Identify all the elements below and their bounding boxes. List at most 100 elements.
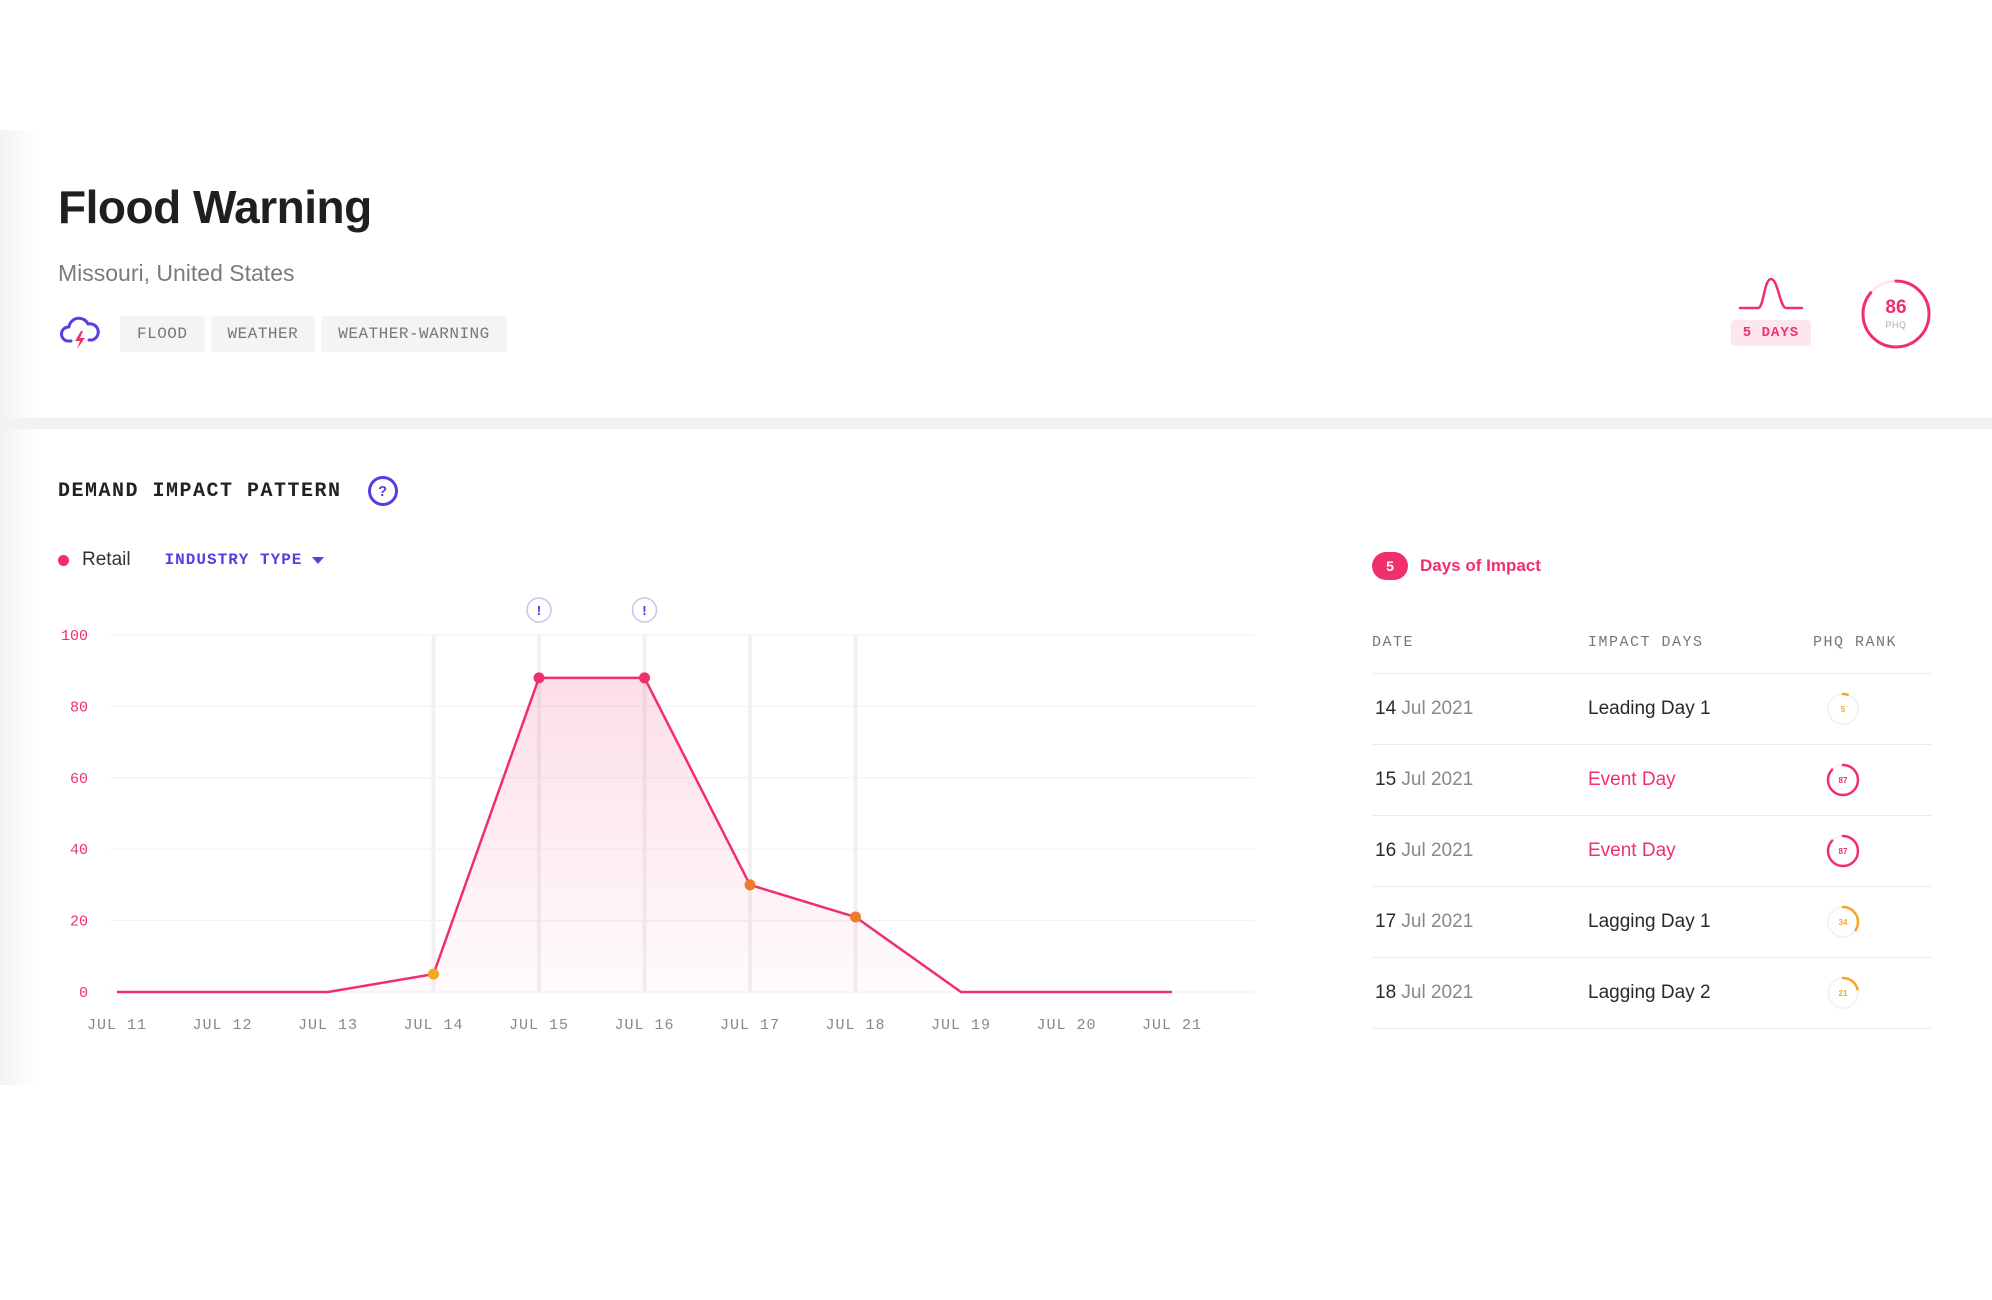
data-point bbox=[850, 911, 861, 923]
date-month-year: Jul 2021 bbox=[1401, 982, 1474, 1003]
tag-weather[interactable]: WEATHER bbox=[210, 316, 316, 352]
date-day: 18 bbox=[1375, 982, 1397, 1003]
series-area bbox=[117, 677, 1172, 992]
tag-flood[interactable]: FLOOD bbox=[120, 316, 205, 352]
column-phq-rank: PHQ RANK bbox=[1813, 634, 1898, 651]
date-month-year: Jul 2021 bbox=[1401, 911, 1474, 932]
date-month-year: Jul 2021 bbox=[1401, 840, 1474, 861]
row-date: 14 Jul 2021 bbox=[1372, 698, 1588, 720]
data-point bbox=[428, 968, 439, 980]
data-point bbox=[533, 672, 545, 684]
date-day: 14 bbox=[1375, 698, 1397, 719]
industry-type-dropdown[interactable]: INDUSTRY TYPE bbox=[165, 551, 325, 569]
x-tick-label: JUL 17 bbox=[720, 1017, 780, 1034]
x-tick-label: JUL 14 bbox=[403, 1017, 463, 1034]
phq-value: 86 bbox=[1885, 297, 1907, 318]
sparkline-icon bbox=[1738, 277, 1804, 310]
x-tick-label: JUL 16 bbox=[614, 1017, 674, 1034]
row-phq-rank: 34 bbox=[1813, 904, 1932, 940]
x-tick-label: JUL 18 bbox=[825, 1017, 885, 1034]
data-point bbox=[744, 879, 756, 891]
phq-rank-value: 87 bbox=[1839, 847, 1848, 856]
y-tick-label: 100 bbox=[61, 628, 88, 645]
x-tick-label: JUL 21 bbox=[1142, 1017, 1202, 1034]
y-tick-label: 60 bbox=[70, 771, 88, 788]
row-impact-day: Event Day bbox=[1588, 769, 1676, 790]
phq-rank-value: 21 bbox=[1839, 989, 1848, 998]
section-header: DEMAND IMPACT PATTERN ? bbox=[58, 476, 398, 506]
row-date: 17 Jul 2021 bbox=[1372, 911, 1588, 933]
section-divider bbox=[0, 418, 1992, 429]
row-date: 15 Jul 2021 bbox=[1372, 769, 1588, 791]
phq-rank-ring: 86 PHQ bbox=[1860, 278, 1932, 350]
date-month-year: Jul 2021 bbox=[1401, 698, 1474, 719]
tag-weather-warning[interactable]: WEATHER-WARNING bbox=[321, 316, 507, 352]
table-row[interactable]: 15 Jul 2021 Event Day 87 bbox=[1372, 745, 1932, 816]
page-title: Flood Warning bbox=[58, 181, 372, 233]
impact-count-badge: 5 bbox=[1372, 552, 1408, 580]
highlight-band bbox=[853, 635, 858, 992]
legend-dot bbox=[58, 554, 69, 566]
y-tick-label: 40 bbox=[70, 842, 88, 859]
alert-icon bbox=[631, 597, 658, 623]
alert-icon-glyph: ! bbox=[535, 604, 543, 620]
table-body: 14 Jul 2021 Leading Day 1 5 15 Jul 2021 Even… bbox=[1372, 674, 1932, 1029]
chart-legend: Retail INDUSTRY TYPE bbox=[58, 549, 325, 571]
alert-icon bbox=[526, 597, 552, 623]
x-tick-label: JUL 13 bbox=[298, 1017, 358, 1034]
table-row[interactable]: 17 Jul 2021 Lagging Day 1 34 bbox=[1372, 887, 1932, 958]
event-location: Missouri, United States bbox=[58, 260, 295, 286]
legend-series-label: Retail bbox=[82, 549, 131, 570]
row-impact-day: Leading Day 1 bbox=[1588, 698, 1711, 719]
table-row[interactable]: 16 Jul 2021 Event Day 87 bbox=[1372, 816, 1932, 887]
row-phq-rank: 87 bbox=[1813, 833, 1932, 869]
impact-days-widget: 5 DAYS bbox=[1730, 275, 1812, 346]
phq-rank-value: 87 bbox=[1839, 776, 1848, 785]
impact-table: DATE IMPACT DAYS PHQ RANK 14 Jul 2021 Lea… bbox=[1372, 612, 1932, 1029]
industry-type-label: INDUSTRY TYPE bbox=[164, 551, 303, 569]
date-day: 15 bbox=[1375, 769, 1397, 790]
phq-rank-value: 34 bbox=[1839, 918, 1848, 927]
table-header: DATE IMPACT DAYS PHQ RANK bbox=[1372, 612, 1932, 674]
row-impact-day: Event Day bbox=[1588, 840, 1676, 861]
storm-cloud-icon bbox=[58, 312, 102, 356]
question-circle-icon[interactable]: ? bbox=[367, 476, 398, 506]
demand-impact-chart: 0 20 40 60 80 100! ! JUL 11 JUL 12 JUL 13 JUL 14 JU… bbox=[61, 597, 1255, 1034]
tag-list: FLOOD WEATHER WEATHER-WARNING bbox=[58, 312, 507, 356]
y-tick-label: 0 bbox=[79, 985, 88, 1002]
phq-rank-ring: 87 bbox=[1826, 763, 1860, 797]
highlight-band bbox=[431, 635, 436, 992]
table-row[interactable]: 18 Jul 2021 Lagging Day 2 21 bbox=[1372, 958, 1932, 1029]
alert-icon-glyph: ! bbox=[640, 604, 648, 620]
impact-label: Days of Impact bbox=[1420, 556, 1541, 575]
y-tick-label: 80 bbox=[70, 699, 88, 716]
row-phq-rank: 87 bbox=[1813, 762, 1932, 798]
column-impact-days: IMPACT DAYS bbox=[1588, 634, 1704, 651]
phq-rank-ring: 87 bbox=[1826, 834, 1860, 868]
phq-rank-ring: 34 bbox=[1826, 905, 1860, 939]
phq-rank-ring: 21 bbox=[1826, 976, 1860, 1010]
y-tick-label: 20 bbox=[70, 914, 88, 931]
event-header: Flood Warning Missouri, United States FL… bbox=[58, 180, 1938, 410]
phq-rank-ring: 5 bbox=[1826, 692, 1860, 726]
phq-label: PHQ bbox=[1885, 320, 1907, 330]
date-day: 17 bbox=[1375, 911, 1397, 932]
x-tick-label: JUL 20 bbox=[1036, 1017, 1096, 1034]
phq-rank-value: 5 bbox=[1841, 705, 1846, 714]
data-point bbox=[639, 672, 650, 684]
row-phq-rank: 5 bbox=[1813, 691, 1932, 727]
x-tick-label: JUL 12 bbox=[192, 1017, 252, 1034]
left-panel-shade bbox=[0, 130, 38, 1085]
row-impact-day: Lagging Day 1 bbox=[1588, 911, 1711, 932]
days-of-impact-header: 5 Days of Impact bbox=[1372, 552, 1541, 580]
column-date: DATE bbox=[1372, 634, 1415, 651]
chevron-down-icon bbox=[312, 556, 325, 564]
date-day: 16 bbox=[1375, 840, 1397, 861]
row-date: 18 Jul 2021 bbox=[1372, 982, 1588, 1004]
row-date: 16 Jul 2021 bbox=[1372, 840, 1588, 862]
date-month-year: Jul 2021 bbox=[1401, 769, 1474, 790]
x-tick-label: JUL 11 bbox=[87, 1017, 147, 1034]
x-tick-label: JUL 15 bbox=[509, 1017, 569, 1034]
x-tick-label: JUL 19 bbox=[931, 1017, 991, 1034]
